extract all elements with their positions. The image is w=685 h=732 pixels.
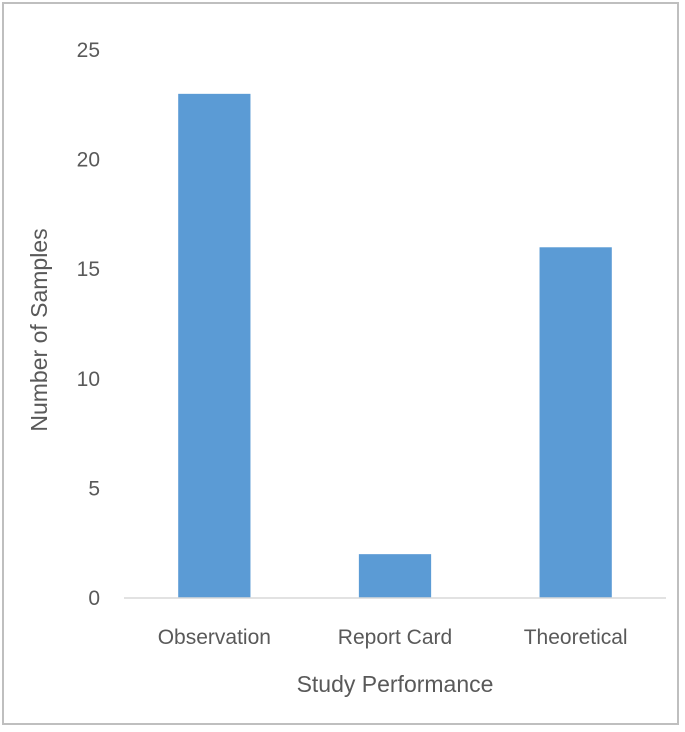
x-axis-label: Study Performance [297,671,494,697]
y-axis-ticks: 0 5 10 15 20 25 [77,39,100,610]
bar-series [178,93,612,598]
bar-observation [178,93,251,598]
y-tick-label: 10 [77,368,100,391]
x-tick-label: Theoretical [524,626,628,649]
y-tick-label: 0 [88,587,100,610]
bar-report-card [358,554,432,598]
y-tick-label: 20 [77,149,100,172]
x-tick-label: Observation [158,626,271,649]
x-tick-label: Report Card [338,626,452,649]
y-tick-label: 5 [88,477,100,500]
chart-frame: 0 5 10 15 20 25 Observation Report Card Theoret… [2,2,679,725]
y-tick-label: 25 [77,39,100,62]
y-axis-label: Number of Samples [26,228,52,431]
x-axis-tick-labels: Observation Report Card Theoretical [158,626,628,649]
y-tick-label: 15 [77,258,100,281]
bar-chart: 0 5 10 15 20 25 Observation Report Card Theoret… [26,39,666,697]
bar-theoretical [539,247,612,598]
